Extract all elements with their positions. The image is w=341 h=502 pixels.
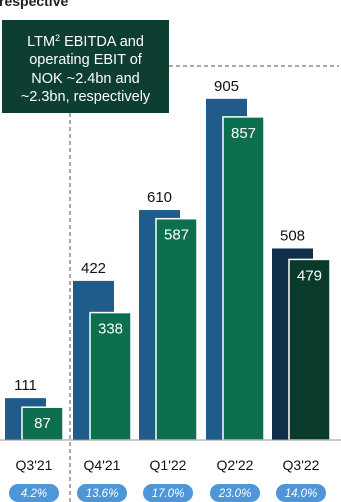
margin-pill xyxy=(77,484,127,502)
margin-pill-label: 23.0% xyxy=(218,488,252,500)
ebit-bar xyxy=(89,311,132,441)
callout-line2: operating EBIT of xyxy=(29,52,142,69)
heading-fragment: respective xyxy=(0,0,68,9)
ebitda-value-label: 111 xyxy=(14,377,37,394)
footnote-marker: 2 xyxy=(55,32,61,43)
ebit-value-label: 338 xyxy=(98,321,123,338)
ebit-bar xyxy=(222,116,265,441)
ebit-bar xyxy=(21,406,64,441)
callout-line1-prefix: LTM xyxy=(27,33,56,50)
callout-line1-suffix: EBITDA and xyxy=(60,33,144,50)
margin-pill-label: 14.0% xyxy=(285,488,318,500)
ebit-value-label: 587 xyxy=(164,227,189,244)
margin-pill xyxy=(9,484,59,502)
ebitda-value-label: 422 xyxy=(81,260,106,277)
ltm-callout-box: LTM2 EBITDA and operating EBIT of NOK ~2… xyxy=(2,20,169,113)
x-tick-label: Q1'22 xyxy=(150,457,187,473)
x-tick-label: Q3'22 xyxy=(283,457,320,473)
ebit-value-label: 479 xyxy=(297,267,322,284)
margin-pill-label: 13.6% xyxy=(86,488,119,500)
x-tick-label: Q4'21 xyxy=(84,457,121,473)
callout-line3: NOK ~2.4bn and xyxy=(31,70,140,87)
ebitda-value-label: 610 xyxy=(147,189,172,206)
ebit-bar xyxy=(288,258,331,441)
x-tick-label: Q2'22 xyxy=(217,457,254,473)
margin-pill xyxy=(210,484,260,502)
ebitda-value-label: 508 xyxy=(280,227,305,244)
margin-pill-label: 4.2% xyxy=(21,488,47,500)
callout-line4: ~2.3bn, respectively xyxy=(20,88,151,105)
ebit-bar xyxy=(155,217,198,441)
x-tick-label: Q3'21 xyxy=(16,457,53,473)
margin-pill xyxy=(276,484,326,502)
ebit-value-label: 857 xyxy=(231,125,256,142)
ebit-value-label: 87 xyxy=(34,415,51,432)
ebitda-value-label: 905 xyxy=(214,78,239,95)
margin-pill-label: 17.0% xyxy=(152,488,185,500)
margin-pill xyxy=(143,484,193,502)
